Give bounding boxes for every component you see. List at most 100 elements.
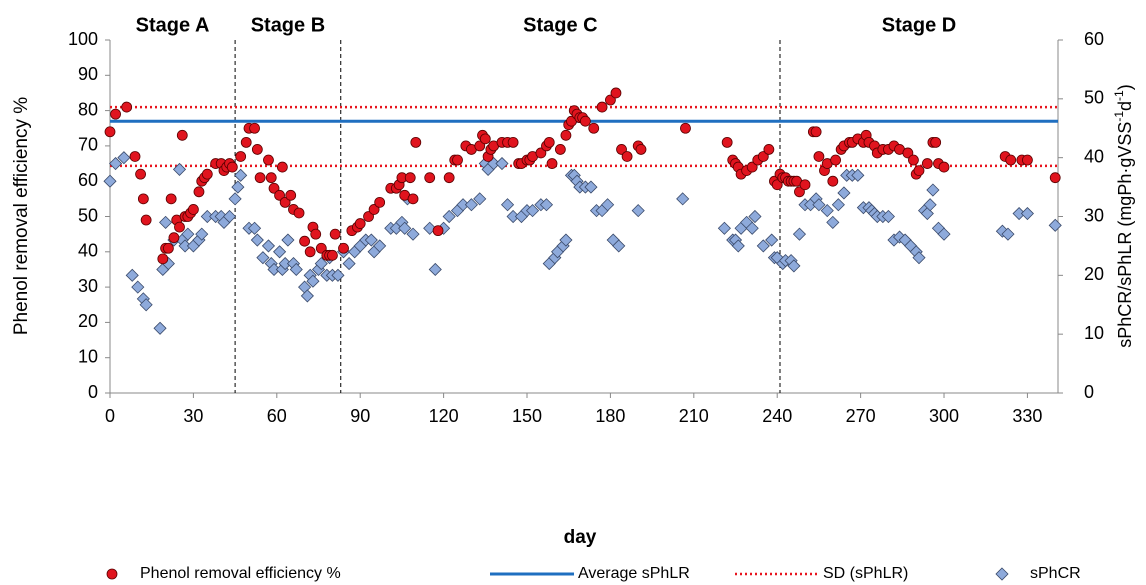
diamond-point [231, 180, 245, 194]
circle-point [763, 144, 775, 155]
circle-point [1005, 154, 1017, 166]
circle-point [249, 122, 260, 134]
circle-point [452, 154, 463, 166]
x-tick-label: 330 [1012, 406, 1042, 426]
circle-point [329, 228, 341, 240]
diamond-point [826, 215, 840, 229]
diamond-point [281, 233, 295, 247]
circle-point [908, 154, 919, 166]
circle-point [799, 179, 811, 191]
diamond-point [559, 233, 573, 247]
y2-tick-label: 0 [1084, 382, 1094, 402]
circle-point [443, 172, 455, 184]
circle-point [1022, 154, 1033, 166]
circle-point [240, 136, 252, 148]
circle-point [757, 151, 769, 162]
y-axis-label: Phenol removal efficiency % [11, 97, 32, 335]
diamond-point [926, 183, 940, 197]
circle-point [315, 242, 327, 254]
x-tick-label: 30 [183, 406, 203, 426]
diamond-point [172, 162, 187, 176]
circle-point [830, 154, 841, 166]
circle-point [813, 151, 825, 162]
circle-point [746, 161, 758, 173]
y2-tick-label: 40 [1084, 146, 1104, 166]
y-tick-label: 100 [68, 29, 98, 49]
legend-marker [995, 567, 1009, 581]
y-tick-label: 50 [78, 205, 98, 225]
circle-point [135, 168, 146, 180]
diamond-point [837, 186, 851, 200]
circle-point [293, 207, 305, 219]
x-tick-label: 0 [105, 406, 115, 426]
y-tick-label: 70 [78, 135, 98, 155]
circle-point [554, 144, 566, 155]
diamond-point [125, 268, 139, 282]
diamond-point [787, 259, 801, 273]
circle-point [168, 232, 180, 244]
circle-point [635, 144, 647, 155]
circle-point [902, 147, 914, 159]
circle-point [310, 228, 322, 240]
circle-point [680, 122, 691, 134]
diamond-point [117, 151, 131, 165]
circle-point [424, 172, 436, 184]
diamond-point [584, 180, 598, 194]
diamond-point [473, 192, 487, 206]
circle-point [140, 214, 152, 226]
circle-point [374, 196, 386, 208]
circle-point [827, 175, 839, 187]
circle-point [616, 144, 627, 155]
stage-label: Stage D [882, 14, 956, 36]
diamond-point [612, 239, 626, 253]
circle-point [771, 179, 783, 191]
diamond-point [1048, 218, 1062, 232]
circle-point [162, 242, 174, 254]
circle-point [201, 168, 213, 180]
x-tick-label: 300 [929, 406, 959, 426]
circle-point [474, 140, 486, 152]
diamond-point [289, 262, 303, 277]
diamond-point [261, 239, 276, 253]
diamond-point [792, 227, 807, 241]
diamond-point [250, 233, 264, 247]
x-tick-label: 240 [762, 406, 792, 426]
y2-tick-label: 10 [1084, 323, 1104, 343]
circle-point [913, 165, 925, 177]
circle-point [110, 108, 121, 120]
y-tick-label: 90 [78, 64, 98, 84]
diamond-point [398, 221, 412, 235]
diamond-point [373, 239, 387, 253]
circle-point [507, 136, 519, 148]
x-tick-label: 150 [512, 406, 542, 426]
diamond-point [731, 239, 745, 253]
diamond-point [273, 245, 287, 259]
circle-point [354, 218, 366, 229]
y2-label-sup: -1 [1112, 111, 1126, 122]
circle-point [235, 151, 247, 162]
circle-point [268, 182, 280, 194]
circle-point [121, 101, 133, 113]
y-tick-label: 60 [78, 170, 98, 190]
diamond-point [1020, 206, 1034, 221]
y-tick-label: 20 [78, 311, 98, 331]
diamond-point [539, 198, 554, 212]
diamond-point [812, 198, 826, 212]
diamond-point [181, 227, 195, 241]
y-tick-label: 30 [78, 276, 98, 296]
legend-label: SD (sPhLR) [823, 565, 908, 582]
circle-point [560, 129, 572, 141]
circle-point [432, 225, 444, 237]
circle-point [579, 115, 591, 127]
diamond-point [526, 204, 540, 218]
diamond-point [195, 227, 209, 241]
circle-point [251, 144, 263, 155]
diamond-point [748, 209, 762, 224]
circle-point [104, 126, 116, 138]
circle-point [327, 249, 338, 261]
stage-label: Stage A [136, 14, 210, 36]
circle-point [596, 101, 608, 113]
circle-point [165, 193, 177, 205]
circle-point [176, 129, 188, 141]
diamond-point [717, 221, 731, 235]
